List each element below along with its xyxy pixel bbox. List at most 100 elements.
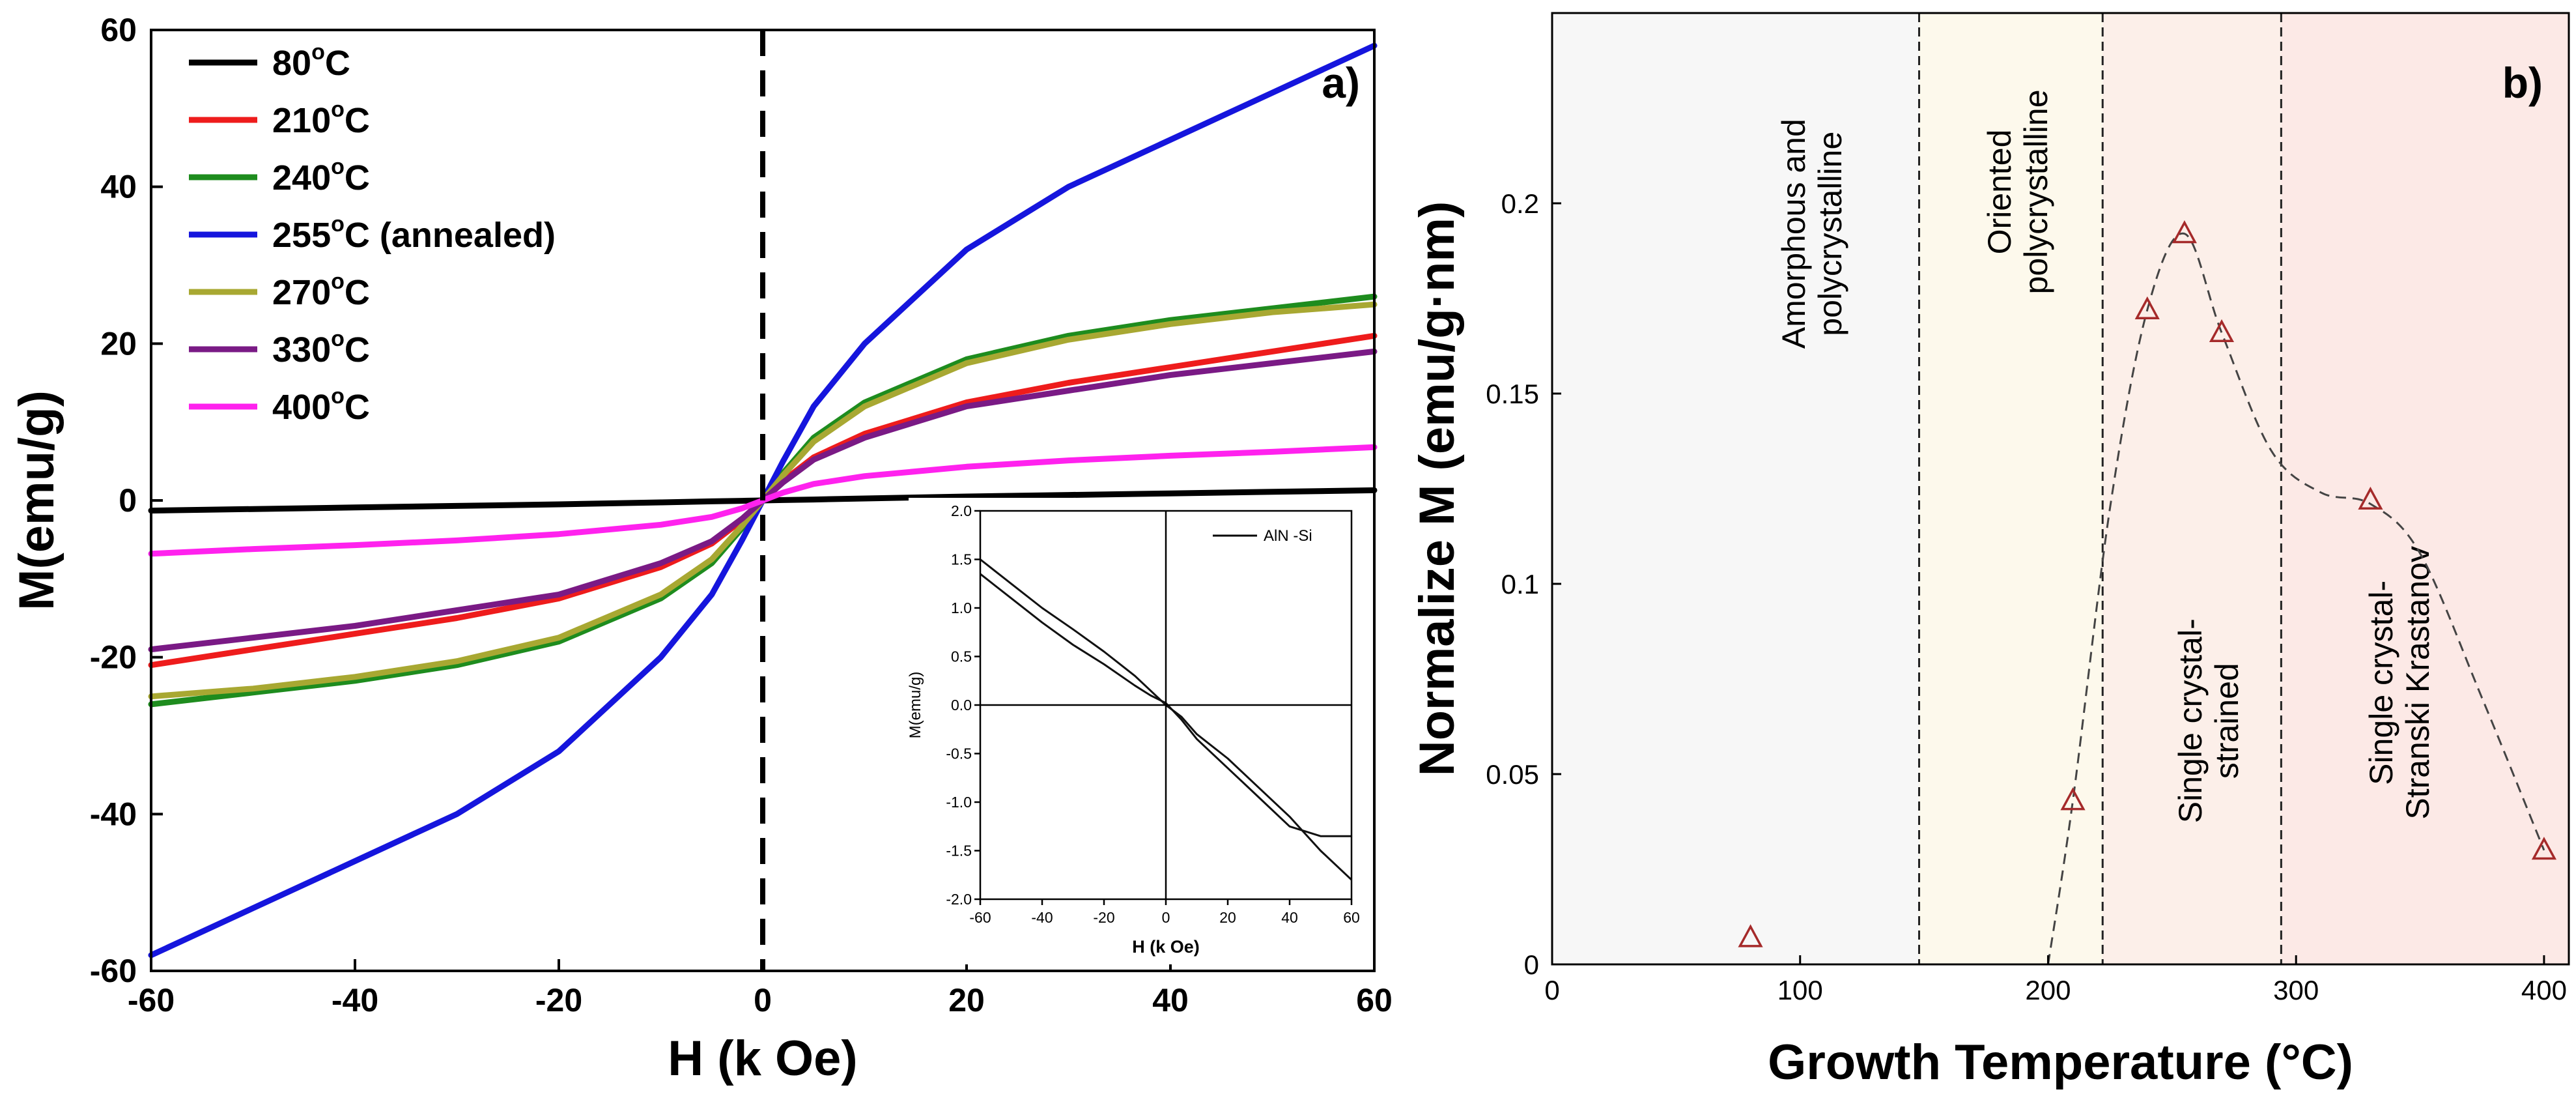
- region-label-line: Stranski Krastanov: [2399, 546, 2436, 820]
- panel-b-data-point: [2531, 837, 2557, 860]
- inset-y-tick-label: 0.0: [951, 697, 972, 714]
- panel-b-region-label: Single crystal-strained: [2172, 618, 2245, 823]
- region-label-line: polycrystalline: [1812, 132, 1848, 336]
- region-label-line: polycrystalline: [2018, 89, 2054, 294]
- panel-b-trend-line: [2047, 232, 2545, 965]
- panel-a-frame: [150, 29, 1376, 972]
- panel-b-data-point: [2060, 787, 2086, 811]
- legend-degree-superscript: o: [331, 212, 345, 237]
- inset-x-tick-label: -20: [1093, 909, 1114, 926]
- panel-b-x-tick-label: 400: [2521, 975, 2567, 1005]
- inset-x-tick-label: 20: [1219, 909, 1236, 926]
- inset-y-tick-label: -1.0: [946, 794, 972, 811]
- legend-degree-superscript: o: [311, 40, 325, 65]
- legend-temperature: 255: [272, 216, 331, 255]
- panel-b-x-tick-label: 100: [1777, 975, 1823, 1005]
- region-label-line: Oriented: [1981, 130, 2018, 255]
- legend-unit: C: [325, 44, 350, 83]
- panel-b-region-label: Amorphous andpolycrystalline: [1776, 119, 1848, 349]
- panel-a-legend-label: 80oC: [272, 40, 350, 83]
- legend-degree-superscript: o: [331, 97, 345, 122]
- panel-b-data-point: [2172, 220, 2197, 244]
- panel-b-x-tick-label: 300: [2273, 975, 2319, 1005]
- panel-a-legend-label: 255oC (annealed): [272, 212, 556, 255]
- inset-y-tick-label: 2.0: [951, 502, 972, 519]
- panel-a-y-tick-label: -20: [90, 639, 137, 676]
- legend-unit: C: [345, 158, 370, 197]
- inset-x-axis-label: H (k Oe): [1132, 937, 1200, 957]
- panel-a-legend-label: 400oC: [272, 384, 370, 427]
- panel-b: Amorphous andpolycrystalline Orientedpoly…: [1409, 12, 2570, 1090]
- panel-b-regions: [1552, 13, 2569, 964]
- inset-x-tick-label: 0: [1162, 909, 1170, 926]
- panel-a-y-tick-label: 0: [119, 482, 137, 519]
- inset-y-tick-label: 1.0: [951, 599, 972, 616]
- panel-a-legend-label: 210oC: [272, 97, 370, 140]
- panel-b-y-tick-label: 0.15: [1486, 379, 1539, 409]
- panel-a-x-tick-label: 40: [1152, 982, 1189, 1018]
- legend-temperature: 400: [272, 388, 331, 427]
- panel-b-y-tick-label: 0.2: [1501, 188, 1539, 219]
- panel-a-y-axis-label: M(emu/g): [9, 390, 64, 611]
- legend-suffix: (annealed): [370, 216, 556, 255]
- panel-b-y-tick-label: 0.05: [1486, 759, 1539, 790]
- panel-a-y-tick-label: 60: [100, 12, 137, 48]
- panel-a-y-tick-label: -40: [90, 796, 137, 832]
- panel-a-y-tick-label: -60: [90, 953, 137, 989]
- panel-b-y-tick-label: 0.1: [1501, 569, 1539, 599]
- inset-x-tick-label: 60: [1343, 909, 1360, 926]
- inset-y-tick-label: 1.5: [951, 551, 972, 568]
- legend-degree-superscript: o: [331, 326, 345, 351]
- panel-a-x-tick-label: -40: [332, 982, 378, 1018]
- legend-temperature: 270: [272, 273, 331, 312]
- legend-unit: C: [345, 273, 370, 312]
- inset-ticks: -60 -40 -20 0 20 40 60 -2.0 -1.5 -1.0 -0.5 0.0 0.5 1.…: [946, 502, 1359, 926]
- panel-b-region-label: Orientedpolycrystalline: [1981, 89, 2054, 294]
- panel-b-region-label: Single crystal-Stranski Krastanov: [2363, 546, 2436, 820]
- region-label-line: Single crystal-: [2172, 618, 2209, 823]
- inset-y-axis-label: M(emu/g): [907, 672, 924, 739]
- panel-b-data-point: [2134, 296, 2160, 320]
- panel-b-label: b): [2502, 59, 2543, 107]
- panel-b-x-tick-label: 0: [1544, 975, 1559, 1005]
- inset-background: [909, 498, 1365, 964]
- panel-b-data-point: [2358, 486, 2383, 510]
- panel-b-ticks: 0 100 200 300 400 0 0.05 0.1 0.15 0.2: [1486, 188, 2567, 1005]
- inset-y-tick-label: -2.0: [946, 891, 972, 908]
- panel-b-points: [1738, 220, 2557, 947]
- panel-a-x-tick-label: 0: [754, 982, 772, 1018]
- panel-a-x-tick-label: -20: [535, 982, 582, 1018]
- panel-a-x-tick-label: -60: [128, 982, 175, 1018]
- legend-temperature: 210: [272, 101, 331, 140]
- panel-a-legend-label: 330oC: [272, 326, 370, 369]
- legend-unit: C: [345, 101, 370, 140]
- panel-b-x-axis-label: Growth Temperature (°C): [1768, 1035, 2353, 1090]
- panel-a-y-tick-label: 40: [100, 169, 137, 205]
- panel-a-x-tick-label: 60: [1356, 982, 1393, 1018]
- panel-b-frame: [1551, 12, 2570, 966]
- legend-unit: C: [345, 388, 370, 427]
- panel-a-label: a): [1322, 59, 1360, 107]
- panel-b-region-shade: [2281, 13, 2569, 964]
- panel-b-x-tick-label: 200: [2025, 975, 2071, 1005]
- panel-b-data-point: [2209, 319, 2235, 343]
- panel-b-y-tick-label: 0: [1524, 949, 1539, 980]
- legend-temperature: 240: [272, 158, 331, 197]
- legend-unit: C: [345, 216, 370, 255]
- panel-a-legend-label: 270oC: [272, 269, 370, 312]
- panel-b-data-point: [1738, 924, 1763, 947]
- region-label-line: strained: [2209, 663, 2245, 779]
- legend-degree-superscript: o: [331, 269, 345, 294]
- panel-a-legend-label: 240oC: [272, 154, 370, 197]
- region-label-line: Single crystal-: [2363, 581, 2399, 785]
- panel-b-region-shade: [2102, 13, 2282, 964]
- panel-a-y-tick-label: 20: [100, 325, 137, 362]
- legend-degree-superscript: o: [331, 154, 345, 179]
- legend-temperature: 80: [272, 44, 311, 83]
- panel-a-x-tick-label: 20: [948, 982, 985, 1018]
- inset-legend-label: AlN -Si: [1264, 527, 1312, 545]
- panel-b-region-shade: [1552, 13, 1919, 964]
